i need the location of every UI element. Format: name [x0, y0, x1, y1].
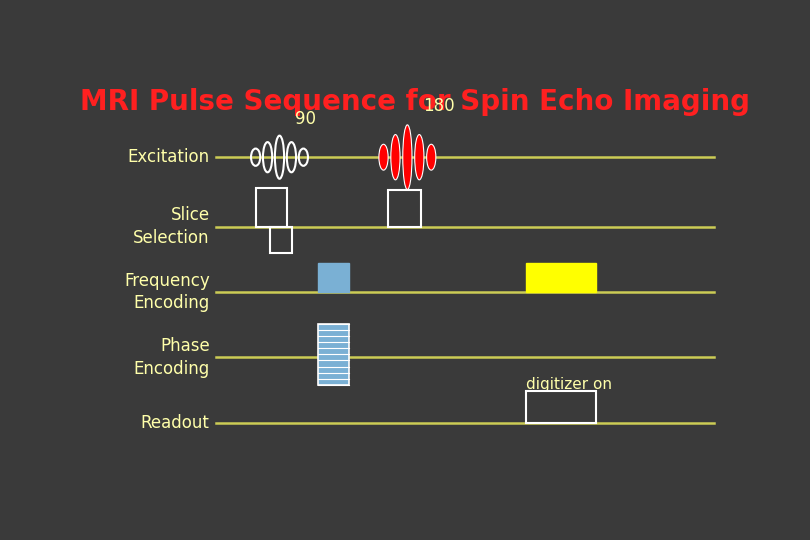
- Ellipse shape: [415, 134, 424, 180]
- Text: Frequency
Encoding: Frequency Encoding: [124, 272, 210, 312]
- Ellipse shape: [427, 144, 436, 170]
- Ellipse shape: [403, 125, 412, 190]
- Text: Slice
Selection: Slice Selection: [134, 206, 210, 247]
- Text: digitizer on: digitizer on: [526, 377, 612, 392]
- Bar: [271, 226, 292, 253]
- Text: 180: 180: [423, 97, 454, 115]
- Ellipse shape: [391, 134, 400, 180]
- Text: 90: 90: [295, 110, 316, 128]
- Bar: [318, 323, 349, 385]
- Bar: [526, 390, 595, 423]
- Ellipse shape: [379, 144, 388, 170]
- Bar: [256, 188, 288, 226]
- Text: Readout: Readout: [141, 414, 210, 432]
- Bar: [526, 262, 595, 292]
- Text: MRI Pulse Sequence for Spin Echo Imaging: MRI Pulse Sequence for Spin Echo Imaging: [80, 88, 750, 116]
- Text: Phase
Encoding: Phase Encoding: [134, 338, 210, 377]
- Text: Excitation: Excitation: [128, 148, 210, 166]
- Bar: [318, 262, 349, 292]
- Bar: [388, 190, 420, 226]
